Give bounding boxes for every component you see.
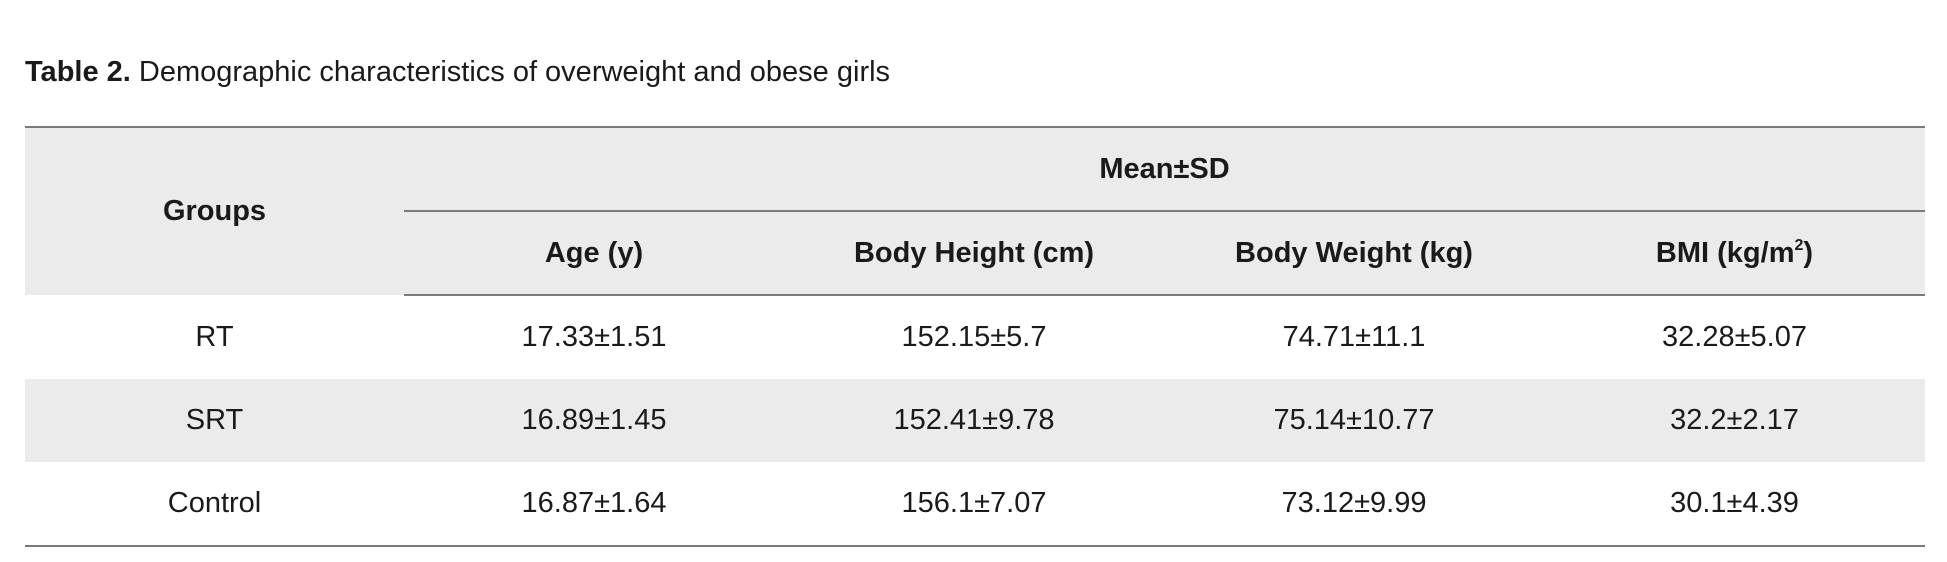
table-row-srt: SRT 16.89±1.45 152.41±9.78 75.14±10.77 3…: [25, 379, 1925, 462]
header-body-weight: Body Weight (kg): [1164, 211, 1544, 296]
cell-age: 16.89±1.45: [404, 379, 784, 462]
cell-bmi: 30.1±4.39: [1544, 462, 1925, 547]
cell-weight: 75.14±10.77: [1164, 379, 1544, 462]
cell-age: 16.87±1.64: [404, 462, 784, 547]
cell-bmi: 32.2±2.17: [1544, 379, 1925, 462]
demographics-table: Groups Mean±SD Age (y) Body Height (cm) …: [25, 126, 1925, 547]
cell-group: Control: [25, 462, 404, 547]
cell-height: 152.15±5.7: [901, 321, 1047, 353]
cell-weight: 73.12±9.99: [1164, 462, 1544, 547]
header-bmi-superscript: 2: [1794, 236, 1804, 254]
cell-group: RT: [195, 320, 234, 353]
header-body-height: Body Height (cm): [784, 211, 1164, 296]
cell-group: SRT: [25, 379, 404, 462]
header-row-sub: Age (y) Body Height (cm) Body Weight (kg…: [25, 211, 1925, 296]
header-age: Age (y): [404, 211, 784, 296]
header-bmi: BMI (kg/m2): [1544, 211, 1925, 296]
header-bmi-prefix: BMI (kg/m: [1655, 236, 1795, 269]
cell-age: 17.33±1.51: [521, 321, 667, 353]
cell-height: 152.41±9.78: [784, 379, 1164, 462]
table-row-rt: RT 17.33±1.51 152.15±5.7 74.71±11.1 32.2…: [25, 295, 1925, 379]
table-caption-label: Table 2.: [25, 56, 131, 88]
cell-bmi: 32.28±5.07: [1662, 321, 1807, 353]
table-caption: Table 2. Demographic characteristics of …: [25, 52, 890, 92]
header-bmi-suffix: ): [1803, 236, 1814, 269]
header-mean-sd: Mean±SD: [404, 126, 1925, 212]
cell-weight: 74.71±11.1: [1282, 321, 1426, 353]
header-groups: Groups: [25, 126, 404, 295]
header-row-top: Groups Mean±SD: [25, 126, 1925, 295]
table-caption-text: Demographic characteristics of overweigh…: [130, 56, 891, 88]
cell-height: 156.1±7.07: [784, 462, 1164, 547]
table-row-control: Control 16.87±1.64 156.1±7.07 73.12±9.99…: [25, 462, 1925, 547]
